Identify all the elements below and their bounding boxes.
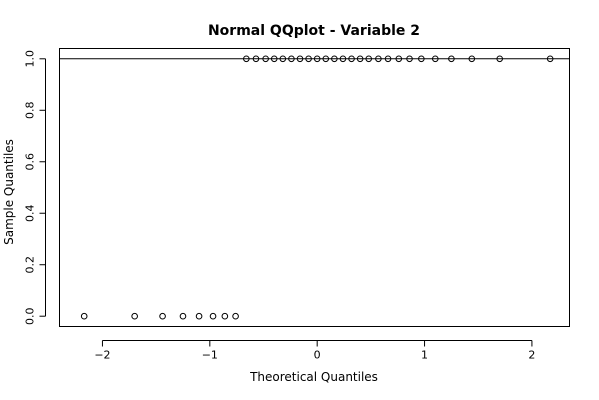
data-point — [270, 55, 278, 63]
data-point — [365, 55, 373, 63]
data-point — [331, 55, 338, 63]
data-point — [356, 55, 364, 63]
data-point — [348, 55, 355, 63]
data-point — [179, 312, 187, 320]
y-tick-label: 0.2 — [24, 256, 37, 274]
data-point — [468, 55, 476, 63]
data-point — [305, 55, 312, 63]
data-points — [80, 55, 554, 320]
y-tick-label: 0.6 — [24, 153, 37, 171]
data-point — [252, 55, 260, 63]
data-point — [418, 55, 425, 63]
y-tick-label: 1.0 — [24, 50, 37, 68]
data-point — [288, 55, 295, 63]
data-point — [395, 55, 403, 63]
data-point — [195, 312, 203, 320]
y-axis-label: Sample Quantiles — [2, 139, 16, 245]
y-axis: 0.0 0.2 0.4 0.6 0.8 1.0 — [24, 50, 46, 325]
data-point — [313, 55, 321, 63]
x-tick-label: −1 — [202, 349, 218, 362]
data-point — [243, 55, 250, 63]
data-point — [546, 55, 554, 63]
x-axis: −2 −1 0 1 2 — [94, 340, 535, 362]
y-tick-label: 0.8 — [24, 102, 37, 120]
plot-frame — [59, 48, 570, 327]
data-point — [406, 55, 413, 63]
data-point — [448, 55, 455, 63]
x-tick-label: 0 — [314, 349, 321, 362]
chart-title: Normal QQplot - Variable 2 — [208, 23, 420, 39]
data-point — [232, 312, 239, 320]
data-point — [209, 312, 217, 320]
data-point — [296, 55, 304, 63]
x-tick-label: 2 — [528, 349, 535, 362]
data-point — [431, 55, 439, 63]
data-point — [159, 312, 166, 320]
data-point — [339, 55, 347, 63]
x-tick-label: −2 — [94, 349, 110, 362]
data-point — [131, 312, 138, 320]
data-point — [262, 55, 269, 63]
data-point — [322, 55, 330, 63]
y-tick-label: 0.0 — [24, 307, 37, 325]
data-point — [384, 55, 392, 63]
data-point — [496, 55, 504, 63]
data-point — [279, 55, 287, 63]
data-point — [375, 55, 382, 63]
data-point — [80, 312, 88, 320]
data-point — [221, 312, 229, 320]
x-axis-label: Theoretical Quantiles — [249, 370, 378, 384]
y-tick-label: 0.4 — [24, 204, 37, 222]
x-tick-label: 1 — [421, 349, 428, 362]
